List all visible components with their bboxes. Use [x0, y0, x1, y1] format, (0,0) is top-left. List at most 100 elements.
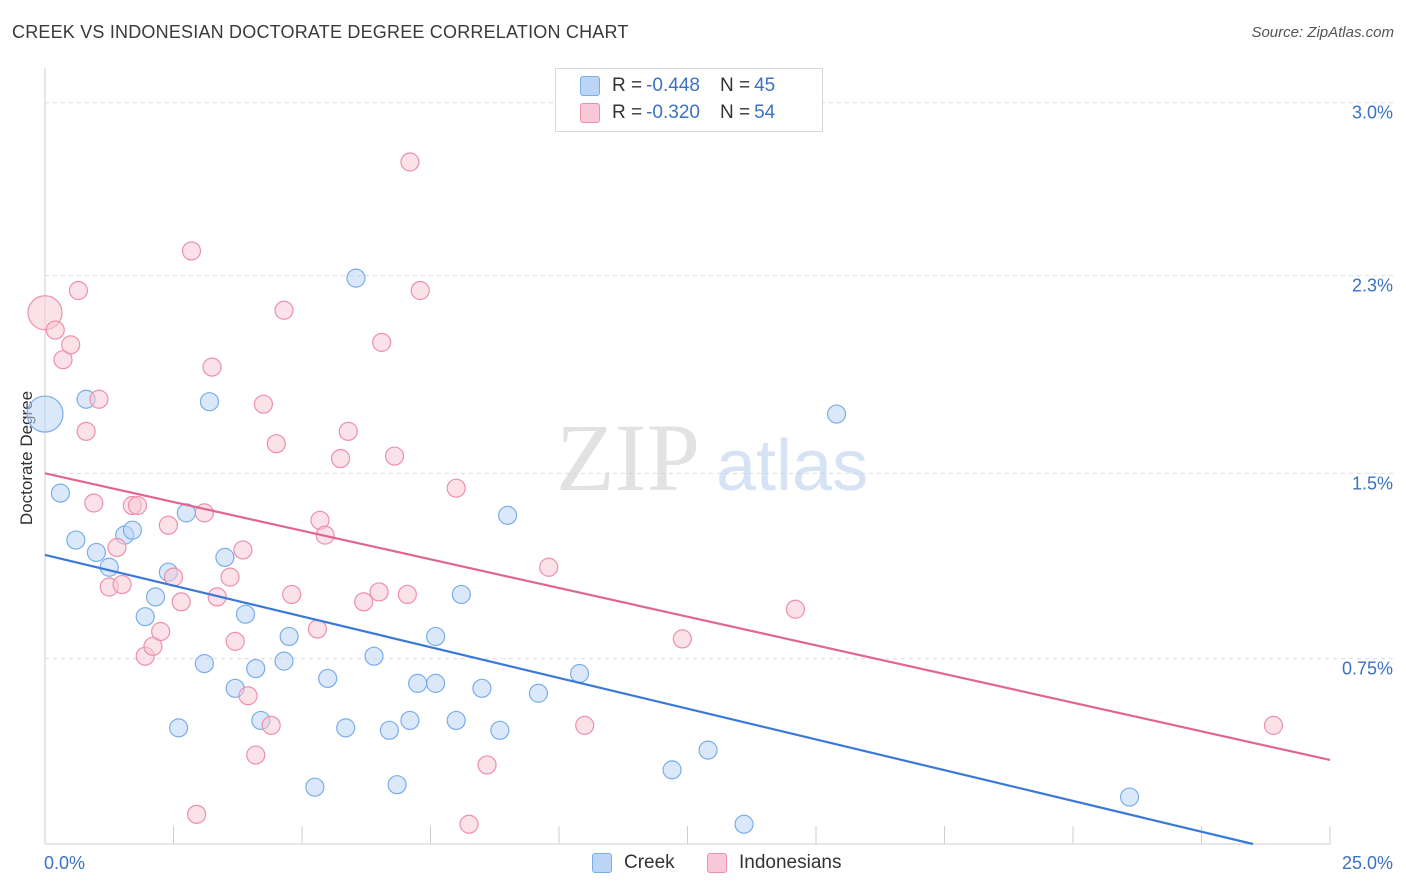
creek-r-label: R =: [612, 75, 643, 96]
legend-creek-label: Creek: [624, 852, 675, 873]
stats-row-creek: R = -0.448 N = 45: [580, 74, 775, 98]
creek-point: [364, 646, 384, 666]
creek-point: [26, 395, 64, 433]
legend-item-indonesians[interactable]: Indonesians: [707, 852, 841, 874]
indonesians-point: [53, 350, 73, 370]
creek-point: [400, 710, 420, 731]
creek-point: [379, 720, 399, 740]
gridlines: [45, 102, 1395, 660]
creek-point: [169, 718, 189, 738]
tick-labels: 0.75% 1.5% 2.3% 3.0% 0.0% 25.0%: [44, 103, 1393, 873]
indonesians-trend-line: [44, 472, 1331, 762]
creek-point: [426, 673, 446, 693]
stats-row-indonesians: R = -0.320 N = 54: [580, 101, 775, 125]
creek-point: [408, 673, 428, 693]
indonesians-point: [89, 389, 109, 409]
creek-point: [135, 607, 155, 627]
creek-point: [528, 683, 549, 703]
indonesians-point: [143, 636, 163, 656]
indonesians-point: [68, 280, 89, 301]
creek-point: [346, 268, 366, 288]
creek-point: [451, 584, 471, 605]
indonesians-point: [266, 434, 286, 454]
indonesians-point: [225, 631, 245, 651]
y-tick-label: 2.3%: [1352, 276, 1393, 296]
indonesians-swatch: [580, 103, 600, 123]
creek-point: [122, 520, 142, 540]
indonesians-point: [187, 804, 207, 824]
indonesians-point: [477, 755, 497, 775]
stats-legend: R = -0.448 N = 45 R = -0.320 N = 54: [555, 68, 823, 132]
creek-point: [387, 775, 407, 795]
creek-point: [194, 654, 214, 674]
creek-point: [305, 777, 325, 797]
indonesians-point: [261, 715, 281, 735]
legend-indonesians-swatch: [707, 853, 727, 873]
indonesians-r-value: -0.320: [646, 102, 700, 123]
indonesians-point: [274, 300, 294, 320]
indonesians-point: [400, 152, 420, 172]
indonesians-point: [61, 335, 81, 355]
creek-point: [472, 678, 492, 698]
creek-point: [826, 404, 847, 424]
trend-lines: [44, 472, 1331, 846]
indonesians-point: [171, 592, 191, 612]
creek-point: [569, 663, 590, 684]
creek-point: [99, 557, 119, 577]
indonesians-point: [384, 446, 405, 466]
creek-point: [50, 483, 71, 503]
indonesians-point: [84, 493, 104, 513]
creek-point: [734, 814, 754, 834]
legend-indonesians-label: Indonesians: [739, 852, 842, 873]
indonesians-point: [338, 421, 358, 441]
watermark-zip: ZIP: [556, 404, 700, 511]
creek-r-value: -0.448: [646, 75, 700, 96]
indonesians-point: [785, 599, 806, 619]
indonesians-point: [330, 448, 351, 469]
indonesians-point: [112, 574, 132, 595]
creek-point: [66, 530, 86, 550]
creek-point: [145, 587, 166, 607]
y-tick-label: 0.75%: [1342, 659, 1393, 679]
indonesians-point: [238, 686, 258, 706]
indonesians-point: [446, 478, 466, 498]
indonesians-point: [181, 241, 202, 261]
indonesians-point: [672, 629, 692, 649]
indonesians-point: [76, 421, 96, 441]
indonesians-point: [127, 495, 148, 516]
creek-swatch: [580, 76, 600, 96]
indonesians-r-label: R =: [612, 102, 643, 123]
indonesians-point: [354, 592, 374, 612]
source-label: Source: ZipAtlas.com: [1251, 24, 1394, 41]
series-legend: Creek Indonesians: [0, 852, 1406, 878]
indonesians-point: [45, 320, 65, 340]
axes: [44, 68, 1331, 845]
creek-point: [199, 392, 220, 412]
indonesians-point: [397, 584, 417, 605]
indonesians-point: [220, 567, 240, 587]
creek-point: [279, 626, 299, 647]
legend-item-creek[interactable]: Creek: [592, 852, 675, 874]
x-tick-label: 0.0%: [44, 853, 85, 873]
creek-point: [274, 651, 294, 671]
chart-title: CREEK VS INDONESIAN DOCTORATE DEGREE COR…: [12, 22, 629, 42]
y-tick-label: 3.0%: [1352, 103, 1393, 123]
indonesians-point: [369, 582, 389, 602]
creek-point: [426, 626, 446, 647]
indonesians-point: [253, 394, 274, 414]
creek-point: [446, 710, 466, 731]
data-points: [26, 152, 1284, 834]
indonesians-point: [233, 540, 253, 560]
indonesians-n-label: N =: [719, 102, 751, 123]
x-tick-label: 25.0%: [1342, 853, 1393, 873]
creek-point: [318, 668, 338, 689]
legend-creek-swatch: [592, 853, 612, 873]
indonesians-point: [539, 557, 559, 577]
creek-point: [698, 740, 718, 760]
indonesians-point: [151, 621, 171, 642]
indonesians-point: [575, 715, 595, 735]
indonesians-point: [372, 332, 392, 352]
watermark-atlas: atlas: [716, 426, 868, 506]
indonesians-n-value: 54: [754, 102, 776, 123]
